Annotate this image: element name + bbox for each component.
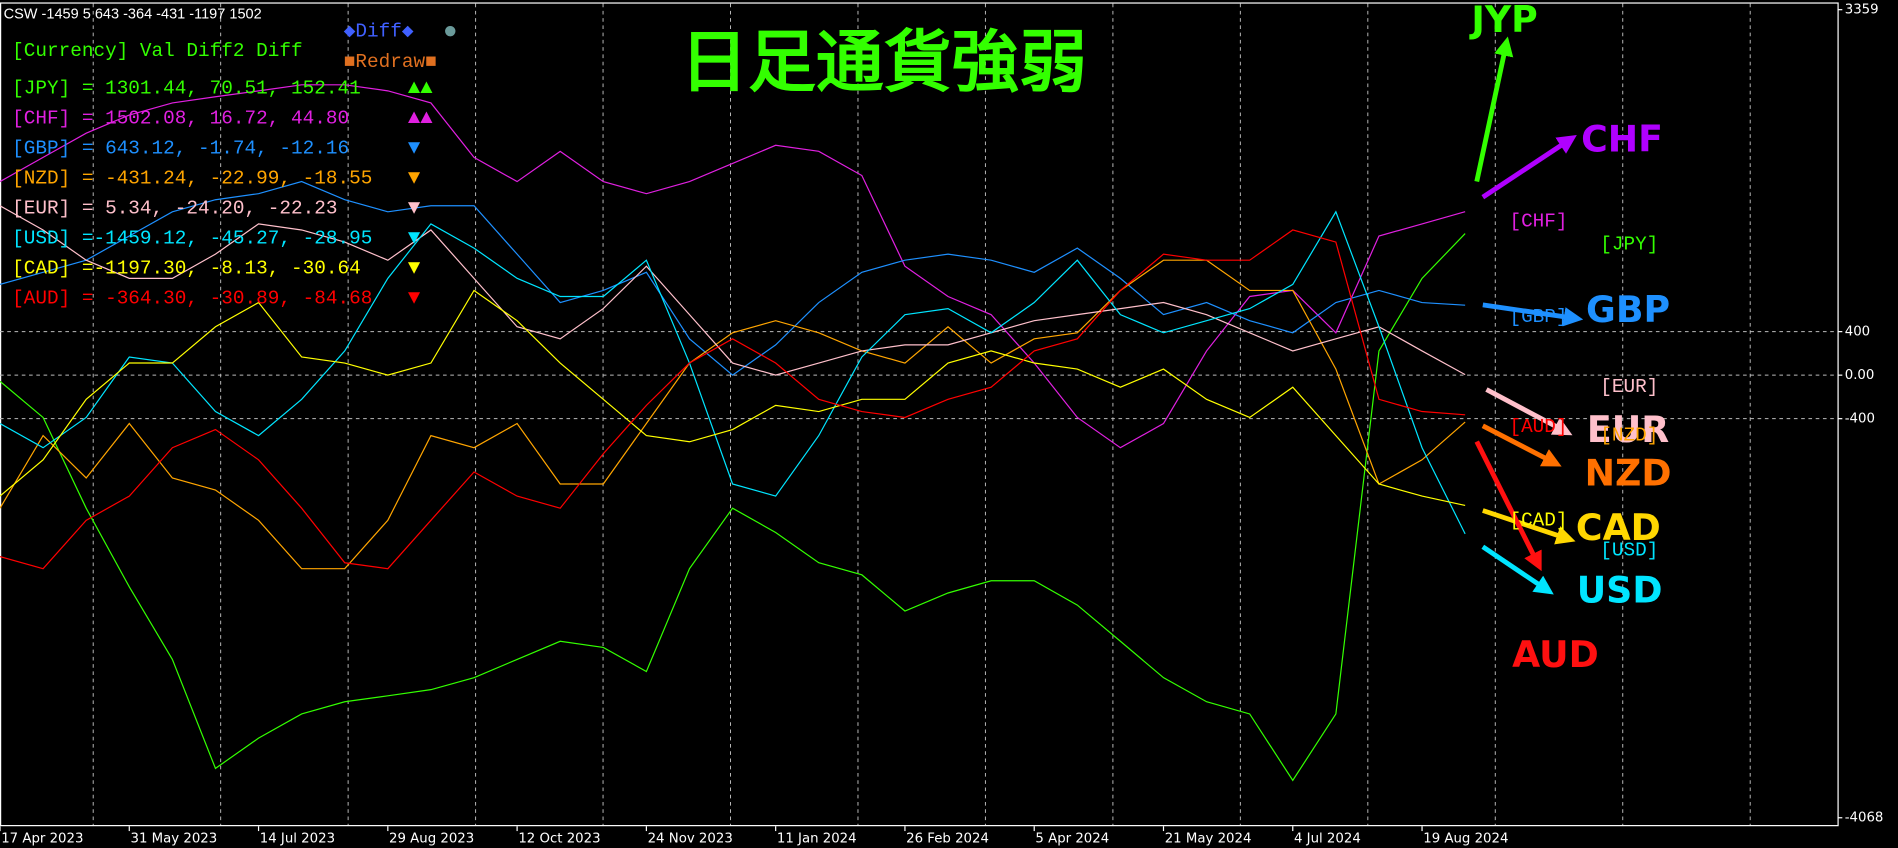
- panel-arrows: ▼: [408, 138, 421, 161]
- series-tag: [EUR]: [1600, 376, 1658, 398]
- x-tick-label: 31 May 2023: [130, 831, 217, 846]
- panel-row: [JPY] = 1301.44, 70.51, 152.41: [12, 77, 361, 99]
- series-tag: [USD]: [1600, 540, 1658, 562]
- x-tick-label: 4 Jul 2024: [1294, 831, 1361, 846]
- annotation-arrow: [1481, 423, 1562, 467]
- series-line: [0, 259, 1466, 570]
- panel-arrows: ▼: [408, 228, 421, 251]
- diff-button[interactable]: ◆Diff◆: [344, 21, 414, 43]
- annotation-arrow: [1481, 544, 1554, 595]
- x-tick-label: 26 Feb 2024: [906, 831, 989, 846]
- series-tag: [NZD]: [1600, 425, 1658, 447]
- panel-row: [NZD] = -431.24, -22.99, -18.55: [12, 167, 372, 189]
- y-tick-label: 0.00: [1845, 368, 1875, 383]
- series-tag: [GBP]: [1509, 306, 1567, 328]
- annotation-arrow: [1482, 508, 1576, 545]
- diff-dot[interactable]: ●: [443, 19, 458, 46]
- annotation-arrow: [1474, 36, 1514, 182]
- y-tick-label: 400: [1845, 325, 1870, 340]
- x-tick-label: 19 Aug 2024: [1423, 831, 1508, 846]
- panel-row: [EUR] = 5.34, -24.20, -22.23: [12, 197, 337, 219]
- annotation-label: CAD: [1576, 506, 1661, 549]
- panel-row: [AUD] = -364.30, -30.89, -84.68: [12, 287, 372, 309]
- series-line: [0, 205, 1466, 376]
- annotation-label: JYP: [1468, 0, 1537, 41]
- panel-row: [CAD] =-1197.30, -8.13, -30.64: [12, 257, 361, 279]
- annotation-label: NZD: [1585, 451, 1672, 494]
- x-tick-label: 29 Aug 2023: [389, 831, 474, 846]
- y-tick-label: -400: [1845, 412, 1875, 427]
- panel-heading: [Currency] Val Diff2 Diff: [12, 40, 303, 62]
- annotation-arrow: [1482, 302, 1584, 327]
- annotation-label: AUD: [1512, 633, 1599, 676]
- panel-row: [GBP] = 643.12, -1.74, -12.16: [12, 137, 349, 159]
- panel-arrows: ▲▲: [408, 108, 433, 131]
- panel-arrows: ▼: [408, 258, 421, 281]
- x-tick-label: 21 May 2024: [1165, 831, 1252, 846]
- panel-arrows: ▼: [408, 198, 421, 221]
- annotation-label: USD: [1577, 569, 1663, 612]
- series-tag: [JPY]: [1600, 233, 1658, 255]
- y-tick-label: 3359: [1845, 3, 1879, 18]
- annotation-label: EUR: [1587, 408, 1669, 451]
- x-tick-label: 11 Jan 2024: [777, 831, 857, 846]
- series-tag: [AUD]: [1509, 416, 1567, 438]
- indicator-header: CSW -1459 5 643 -364 -431 -1197 1502: [4, 6, 262, 22]
- series-tag: [CHF]: [1509, 210, 1567, 232]
- series-line: [0, 180, 1466, 376]
- panel-row: [CHF] = 1502.08, 16.72, 44.80: [12, 107, 349, 129]
- redraw-button[interactable]: ■Redraw■: [344, 51, 437, 73]
- annotation-label: GBP: [1586, 288, 1670, 331]
- series-line: [0, 233, 1466, 782]
- panel-row: [USD] =-1459.12, -45.27, -28.95: [12, 227, 372, 249]
- x-tick-label: 12 Oct 2023: [518, 831, 600, 846]
- y-tick-label: -4068: [1845, 811, 1884, 826]
- panel-arrows: ▼: [408, 288, 421, 311]
- panel-arrows: ▼: [408, 168, 421, 191]
- x-tick-label: 14 Jul 2023: [260, 831, 335, 846]
- annotation-arrow: [1485, 387, 1573, 436]
- series-line: [0, 84, 1466, 449]
- series-line: [0, 289, 1466, 507]
- time-grid: [92, 3, 1751, 826]
- chart-title: 日足通貨強弱: [680, 26, 1087, 101]
- annotation-arrow: [1474, 440, 1542, 572]
- series-line: [0, 229, 1466, 570]
- annotation-arrow: [1481, 134, 1577, 200]
- annotation-label: CHF: [1581, 118, 1663, 161]
- x-tick-label: 17 Apr 2023: [1, 831, 83, 846]
- series-tag: [CAD]: [1509, 509, 1567, 531]
- x-tick-label: 5 Apr 2024: [1035, 831, 1109, 846]
- panel-arrows: ▲▲: [408, 78, 433, 101]
- x-tick-label: 24 Nov 2023: [648, 831, 733, 846]
- series-line: [0, 210, 1466, 535]
